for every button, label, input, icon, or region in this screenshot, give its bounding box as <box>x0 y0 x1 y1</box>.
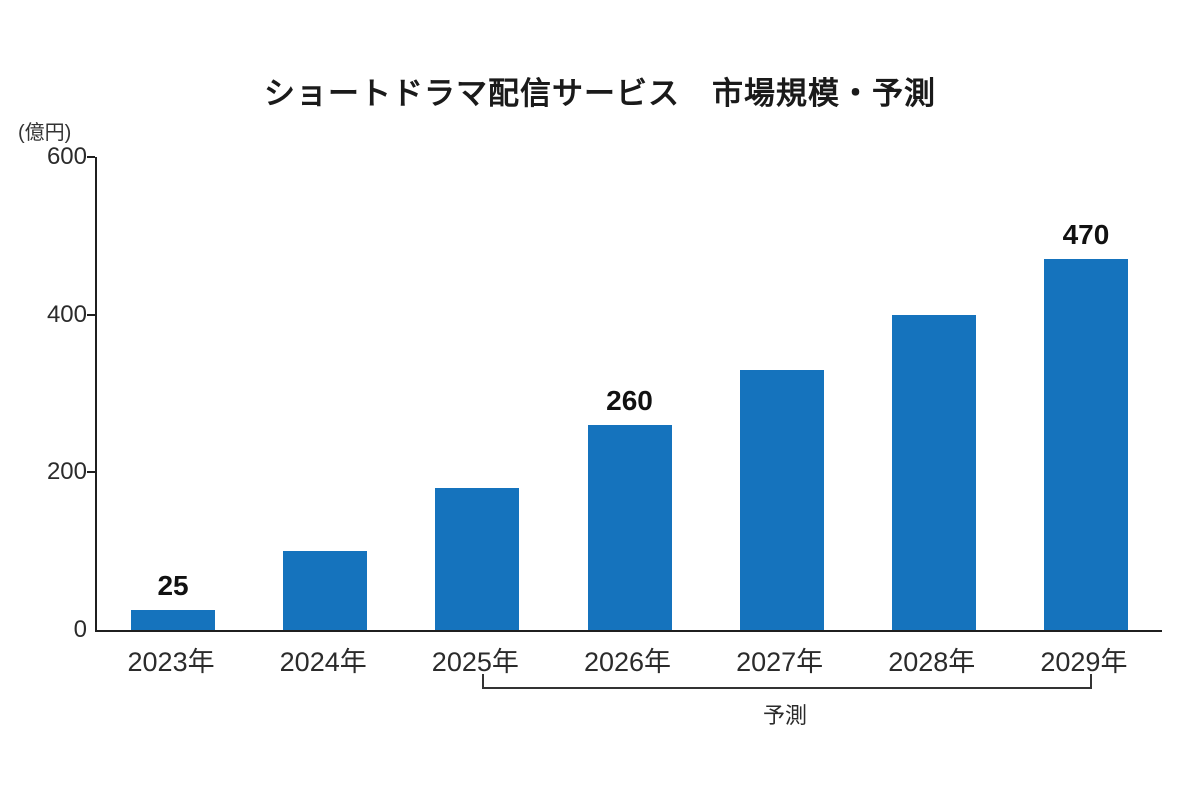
y-tick-label: 600 <box>46 143 87 170</box>
x-tick-label: 2028年 <box>888 647 976 677</box>
x-tick-label: 2029年 <box>1040 647 1128 677</box>
y-tick-mark <box>87 313 95 316</box>
x-tick-label: 2025年 <box>431 647 519 677</box>
forecast-label: 予測 <box>762 703 807 728</box>
bar-2025年 <box>435 488 520 630</box>
bar-2023年 <box>131 610 216 630</box>
x-tick-label: 2024年 <box>279 647 367 677</box>
chart-title: ショートドラマ配信サービス 市場規模・予測 <box>264 76 936 111</box>
bar-value-label: 470 <box>1062 219 1110 251</box>
bar-2024年 <box>283 551 368 630</box>
y-tick-mark <box>87 156 95 158</box>
bar-value-label: 260 <box>606 385 653 417</box>
bar-2029年 <box>1043 259 1128 630</box>
x-tick-label: 2027年 <box>736 647 824 677</box>
bar-2026年 <box>587 425 672 630</box>
bar-2028年 <box>891 314 976 630</box>
x-tick-label: 2026年 <box>583 647 672 677</box>
y-tick-mark <box>87 471 95 474</box>
y-axis-unit-label: (億円) <box>18 122 72 144</box>
forecast-bracket <box>482 674 1092 689</box>
y-tick-label: 400 <box>46 300 87 328</box>
y-tick-label: 200 <box>46 458 87 486</box>
plot-area: 25 260 470 <box>95 157 1162 632</box>
x-tick-label: 2023年 <box>127 647 215 677</box>
bar-2027年 <box>739 369 824 630</box>
y-tick-label: 0 <box>73 616 87 643</box>
bar-value-label: 25 <box>157 570 189 602</box>
